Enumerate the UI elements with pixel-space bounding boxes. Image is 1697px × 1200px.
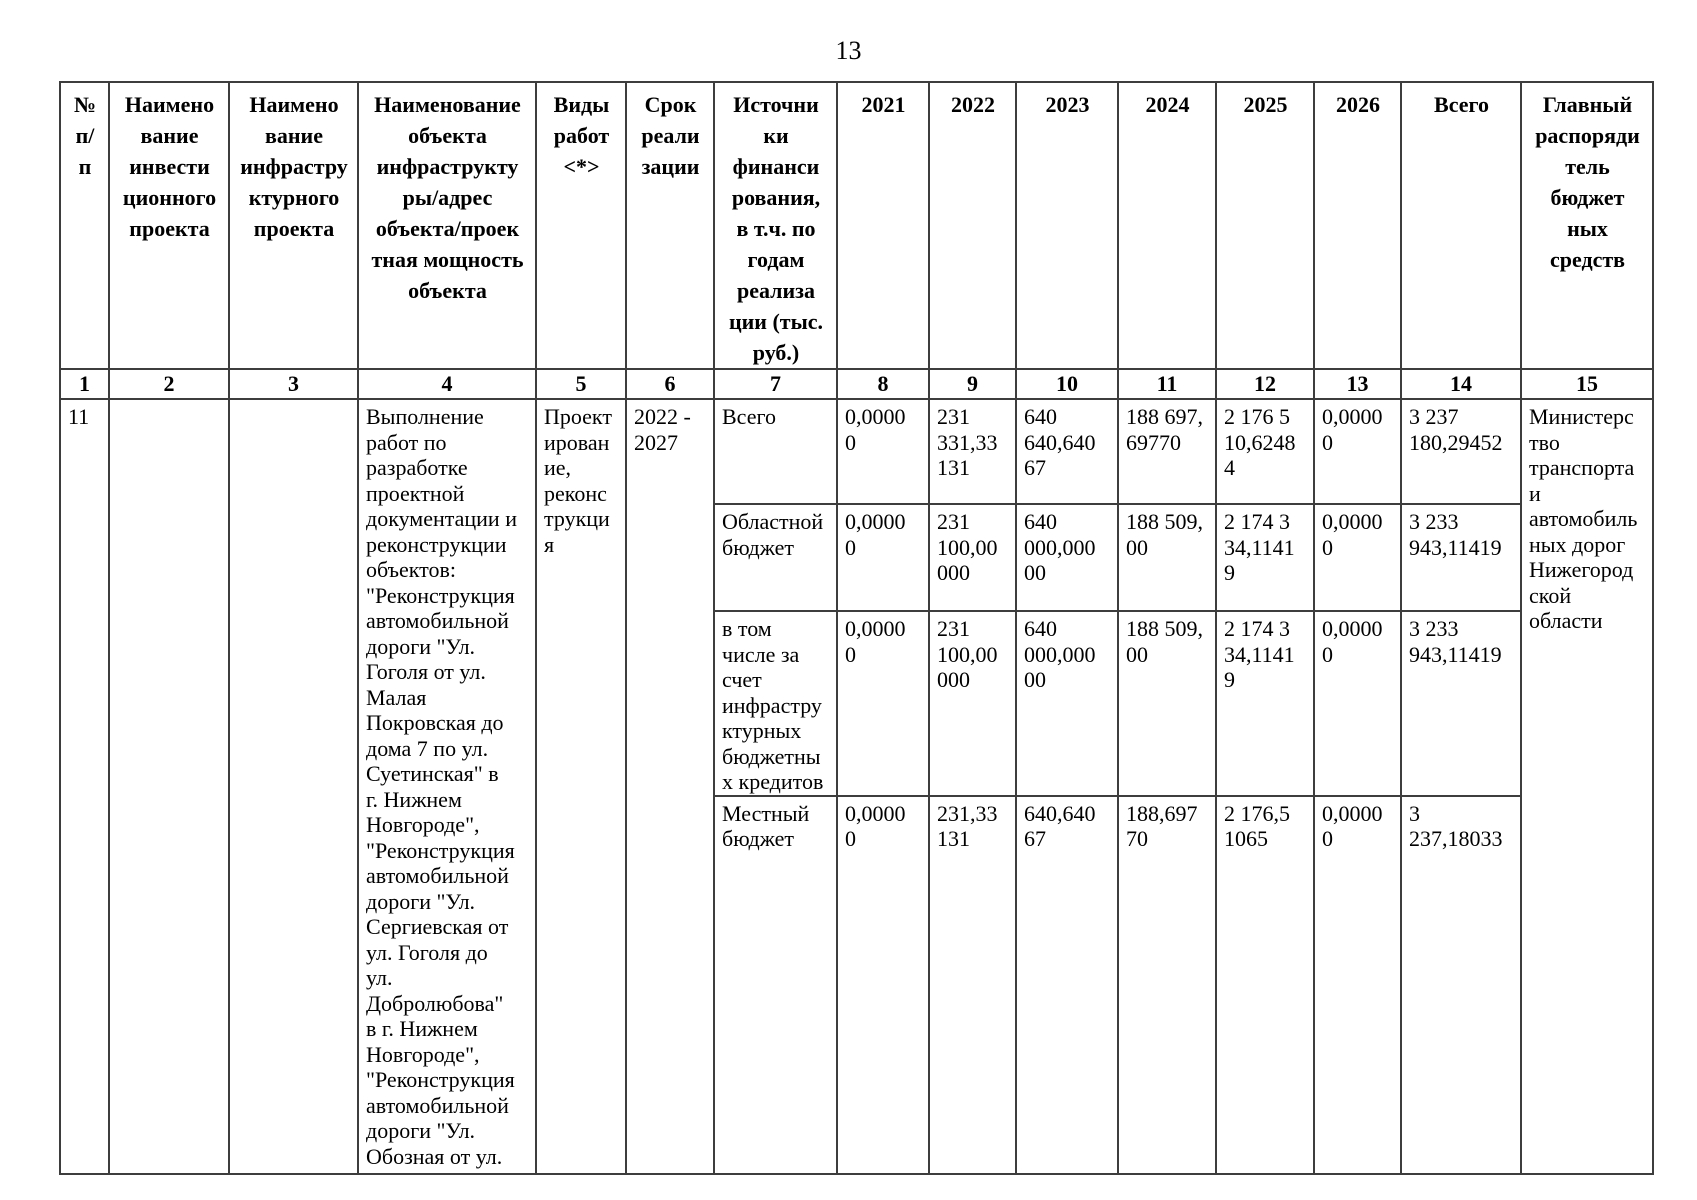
- cell-infrastructure-project: [228, 398, 359, 1175]
- cell-value-total: 3 233 943,11419: [1400, 610, 1522, 797]
- cell-value-2021: 0,0000 0: [836, 398, 930, 505]
- cell-source-label: Всего: [713, 398, 838, 505]
- cell-source-label: Областной бюджет: [713, 503, 838, 612]
- column-number: 13: [1313, 368, 1402, 400]
- cell-value-total: 3 237,18033: [1400, 794, 1522, 1175]
- col-header-infrastructure-project: Наимено вание инфрастру ктурного проекта: [228, 81, 359, 370]
- cell-value-total: 3 233 943,11419: [1400, 503, 1522, 612]
- column-number: 7: [713, 368, 838, 400]
- col-header-2026: 2026: [1313, 81, 1402, 370]
- cell-value-2024: 188 509, 00: [1117, 610, 1217, 797]
- cell-value-2023: 640 000,000 00: [1015, 503, 1119, 612]
- col-header-npp: № п/ п: [59, 81, 110, 370]
- financing-row-oblast-budget: Областной бюджет 0,0000 0 231 100,00 000…: [60, 503, 1653, 612]
- col-header-2024: 2024: [1117, 81, 1217, 370]
- col-header-investment-project: Наимено вание инвести ционного проекта: [108, 81, 230, 370]
- cell-value-2022: 231 331,33 131: [928, 398, 1017, 505]
- column-number-row: 1 2 3 4 5 6 7 8 9 10 11 12 13 14 15: [59, 368, 1654, 400]
- column-number: 15: [1520, 368, 1654, 400]
- cell-value-2023: 640,640 67: [1015, 794, 1119, 1175]
- cell-value-2021: 0,0000 0: [836, 610, 930, 797]
- column-number: 10: [1015, 368, 1119, 400]
- cell-value-2024: 188 509, 00: [1117, 503, 1217, 612]
- column-number: 5: [535, 368, 627, 400]
- cell-work-types: Проект ирован ие, реконс трукци я: [535, 398, 627, 1175]
- financing-row-local-budget: Местный бюджет 0,0000 0 231,33 131 640,6…: [60, 794, 1653, 1175]
- budget-table: № п/ п Наимено вание инвести ционного пр…: [59, 81, 1654, 1175]
- cell-value-2025: 2 174 3 34,1141 9: [1215, 610, 1315, 797]
- cell-value-2021: 0,0000 0: [836, 794, 930, 1175]
- cell-value-2022: 231 100,00 000: [928, 503, 1017, 612]
- cell-value-2025: 2 176,5 1065: [1215, 794, 1315, 1175]
- cell-value-2022: 231,33 131: [928, 794, 1017, 1175]
- financing-row-total: 11 Выполнение работ по разработке проект…: [59, 398, 1654, 1175]
- column-number: 2: [108, 368, 230, 400]
- cell-value-2025: 2 176 5 10,6248 4: [1215, 398, 1315, 505]
- cell-investment-project: [108, 398, 230, 1175]
- col-header-2022: 2022: [928, 81, 1017, 370]
- col-header-total: Всего: [1400, 81, 1522, 370]
- column-number: 11: [1117, 368, 1217, 400]
- column-number: 8: [836, 368, 930, 400]
- col-header-work-types: Виды работ <*>: [535, 81, 627, 370]
- cell-value-2021: 0,0000 0: [836, 503, 930, 612]
- cell-object-name: Выполнение работ по разработке проектной…: [357, 398, 537, 1175]
- col-header-2021: 2021: [836, 81, 930, 370]
- cell-value-2024: 188,697 70: [1117, 794, 1217, 1175]
- cell-grbs: Министерс тво транспорта и автомобиль ны…: [1520, 398, 1654, 1175]
- column-number: 12: [1215, 368, 1315, 400]
- column-number: 6: [625, 368, 715, 400]
- cell-value-2024: 188 697, 69770: [1117, 398, 1217, 505]
- cell-source-label: Местный бюджет: [713, 794, 838, 1175]
- col-header-period: Срок реали зации: [625, 81, 715, 370]
- column-number: 9: [928, 368, 1017, 400]
- cell-value-2026: 0,0000 0: [1313, 398, 1402, 505]
- cell-value-2026: 0,0000 0: [1313, 503, 1402, 612]
- cell-value-2022: 231 100,00 000: [928, 610, 1017, 797]
- financing-row-infrastructure-credits: в том числе за счет инфрастру ктурных бю…: [60, 610, 1653, 797]
- column-number: 14: [1400, 368, 1522, 400]
- column-number: 1: [59, 368, 110, 400]
- cell-source-label: в том числе за счет инфрастру ктурных бю…: [713, 610, 838, 797]
- cell-value-total: 3 237 180,29452: [1400, 398, 1522, 505]
- page-number: 13: [835, 36, 862, 65]
- col-header-2023: 2023: [1015, 81, 1119, 370]
- column-number: 4: [357, 368, 537, 400]
- cell-period: 2022 - 2027: [625, 398, 715, 1175]
- column-number: 3: [228, 368, 359, 400]
- cell-row-number: 11: [59, 398, 110, 1175]
- col-header-object-name: Наименование объекта инфраструкту ры/адр…: [357, 81, 537, 370]
- cell-value-2026: 0,0000 0: [1313, 610, 1402, 797]
- cell-value-2026: 0,0000 0: [1313, 794, 1402, 1175]
- cell-value-2023: 640 000,000 00: [1015, 610, 1119, 797]
- col-header-2025: 2025: [1215, 81, 1315, 370]
- table-header-row: № п/ п Наимено вание инвести ционного пр…: [59, 81, 1654, 370]
- col-header-financing-sources: Источни ки финанси рования, в т.ч. по го…: [713, 81, 838, 370]
- cell-value-2023: 640 640,640 67: [1015, 398, 1119, 505]
- col-header-grbs: Главный распоряди тель бюджет ных средст…: [1520, 81, 1654, 370]
- cell-value-2025: 2 174 3 34,1141 9: [1215, 503, 1315, 612]
